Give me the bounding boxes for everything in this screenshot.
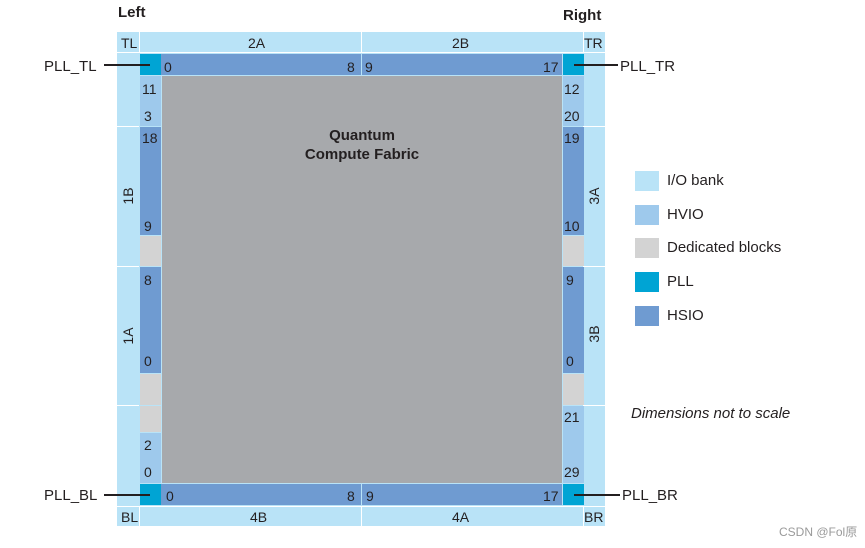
divider <box>583 405 605 406</box>
corner-bl-label: BL <box>121 509 139 525</box>
bottom-number: 9 <box>366 488 374 504</box>
dedicated-right-1 <box>563 236 584 266</box>
fabric-title-line2: Compute Fabric <box>304 146 420 163</box>
divider <box>583 32 584 52</box>
bottom-number: 8 <box>347 488 355 504</box>
dedicated-left-2 <box>140 374 161 405</box>
hsio-top-2a <box>161 54 361 75</box>
top-number: 9 <box>365 59 373 75</box>
hsio-left-1a <box>140 267 161 373</box>
bank-2a-label: 2A <box>248 35 266 51</box>
pll-bl-block <box>140 484 161 505</box>
divider <box>583 266 605 267</box>
hsio-bottom-4a <box>362 484 562 505</box>
pll-br-leader <box>574 494 620 496</box>
legend-swatch-hvio <box>635 205 659 225</box>
divider <box>361 506 362 526</box>
divider <box>583 126 605 127</box>
right-number: 9 <box>566 272 574 288</box>
bank-4b-label: 4B <box>250 509 268 525</box>
divider <box>117 266 139 267</box>
left-number: 18 <box>142 130 158 146</box>
watermark: CSDN @Fol原 <box>779 525 858 539</box>
legend-label-io-bank: I/O bank <box>667 172 724 189</box>
bank-3a-label: 3A <box>586 187 602 205</box>
pll-tl-leader <box>104 64 150 66</box>
right-number: 29 <box>564 464 580 480</box>
pll-tl-label: PLL_TL <box>44 58 97 75</box>
bank-4a-label: 4A <box>452 509 470 525</box>
pll-br-block <box>563 484 584 505</box>
top-number: 8 <box>347 59 355 75</box>
legend-swatch-pll <box>635 272 659 292</box>
pll-tl-block <box>140 54 161 75</box>
left-number: 11 <box>142 81 157 97</box>
divider <box>117 126 139 127</box>
hvio-left-bottom <box>140 433 161 483</box>
bank-1a-label: 1A <box>120 327 136 345</box>
divider <box>583 506 584 526</box>
hsio-right-3b <box>563 267 584 373</box>
left-number: 2 <box>144 437 152 453</box>
pll-tr-leader <box>574 64 618 66</box>
legend-label-dedicated-blocks: Dedicated blocks <box>667 239 782 256</box>
right-number: 12 <box>564 81 580 97</box>
divider <box>139 506 140 526</box>
left-number: 3 <box>144 108 152 124</box>
hvio-right-top <box>563 76 584 126</box>
bottom-number: 0 <box>166 488 174 504</box>
divider <box>361 32 362 52</box>
scale-note: Dimensions not to scale <box>631 405 791 422</box>
bank-1b-label: 1B <box>120 187 136 205</box>
bank-3b-label: 3B <box>586 325 602 343</box>
quantum-compute-fabric <box>162 76 562 483</box>
bank-2b-label: 2B <box>452 35 470 51</box>
divider <box>117 52 605 53</box>
right-number: 21 <box>564 409 580 425</box>
legend-swatch-dedicated-blocks <box>635 238 659 258</box>
pll-bl-leader <box>104 494 150 496</box>
hsio-right-3a <box>563 127 584 235</box>
fabric-title-line1: Quantum <box>329 127 395 144</box>
hvio-left-top <box>140 76 161 126</box>
left-side-label: Left <box>118 4 146 21</box>
corner-tr-label: TR <box>584 35 603 51</box>
right-number: 0 <box>566 353 574 369</box>
corner-tl <box>117 32 139 52</box>
dedicated-right-2 <box>563 374 584 405</box>
bottom-number: 17 <box>543 488 559 504</box>
pll-tr-label: PLL_TR <box>620 58 676 75</box>
legend-label-hsio: HSIO <box>667 307 704 324</box>
legend-swatch-hsio <box>635 306 659 326</box>
hsio-top-2b <box>362 54 562 75</box>
left-number: 0 <box>144 464 152 480</box>
top-number: 0 <box>164 59 172 75</box>
right-number: 20 <box>564 108 580 124</box>
top-number: 17 <box>543 59 559 75</box>
pll-tr-block <box>563 54 584 75</box>
right-side-label: Right <box>563 7 602 24</box>
corner-tl-label: TL <box>121 35 138 51</box>
left-number: 9 <box>144 218 152 234</box>
legend-swatch-io-bank <box>635 171 659 191</box>
corner-br-label: BR <box>584 509 604 525</box>
left-number: 8 <box>144 272 152 288</box>
divider <box>139 32 140 52</box>
dedicated-left-3 <box>140 406 161 432</box>
pll-br-label: PLL_BR <box>622 487 678 504</box>
hsio-bottom-4b <box>161 484 361 505</box>
dedicated-left-1 <box>140 236 161 266</box>
left-number: 0 <box>144 353 152 369</box>
legend-label-hvio: HVIO <box>667 206 704 223</box>
right-number: 10 <box>564 218 580 234</box>
divider <box>117 405 139 406</box>
right-number: 19 <box>564 130 580 146</box>
hvio-right-bottom <box>563 406 584 483</box>
hsio-left-1b <box>140 127 161 235</box>
pll-bl-label: PLL_BL <box>44 487 98 504</box>
legend-label-pll: PLL <box>667 273 694 290</box>
